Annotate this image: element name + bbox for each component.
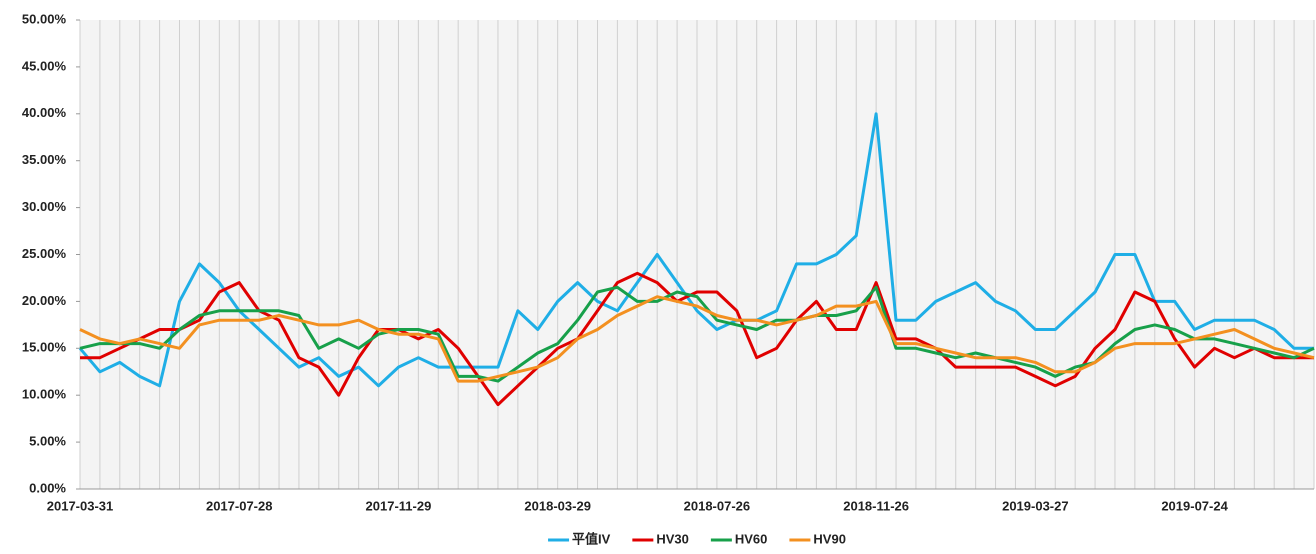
y-tick-label: 50.00%	[22, 11, 67, 26]
legend-label: 平值IV	[572, 531, 611, 546]
y-tick-label: 45.00%	[22, 58, 67, 73]
y-tick-label: 5.00%	[29, 434, 66, 449]
y-tick-label: 10.00%	[22, 387, 67, 402]
y-tick-label: 30.00%	[22, 199, 67, 214]
y-tick-label: 35.00%	[22, 152, 67, 167]
y-tick-label: 20.00%	[22, 293, 67, 308]
series-line	[79, 295, 1315, 383]
legend-label: HV30	[656, 531, 689, 546]
series-line	[79, 285, 1315, 383]
series-line	[78, 112, 1314, 388]
x-tick-label: 2018-07-26	[684, 498, 751, 513]
y-tick-label: 0.00%	[29, 480, 66, 495]
x-tick-label: 2019-07-24	[1161, 498, 1228, 513]
legend-label: HV60	[735, 531, 768, 546]
x-tick-label: 2017-11-29	[366, 498, 432, 513]
x-tick-label: 2019-03-27	[1002, 498, 1069, 513]
x-tick-label: 2018-03-29	[524, 498, 591, 513]
legend-label: HV90	[813, 531, 846, 546]
x-tick-label: 2017-03-31	[47, 498, 114, 513]
y-tick-label: 25.00%	[22, 246, 67, 261]
x-tick-label: 2017-07-28	[206, 498, 273, 513]
y-tick-label: 40.00%	[22, 105, 67, 120]
x-tick-label: 2018-11-26	[843, 498, 909, 513]
y-tick-label: 15.00%	[22, 340, 67, 355]
series-line	[80, 271, 1314, 407]
